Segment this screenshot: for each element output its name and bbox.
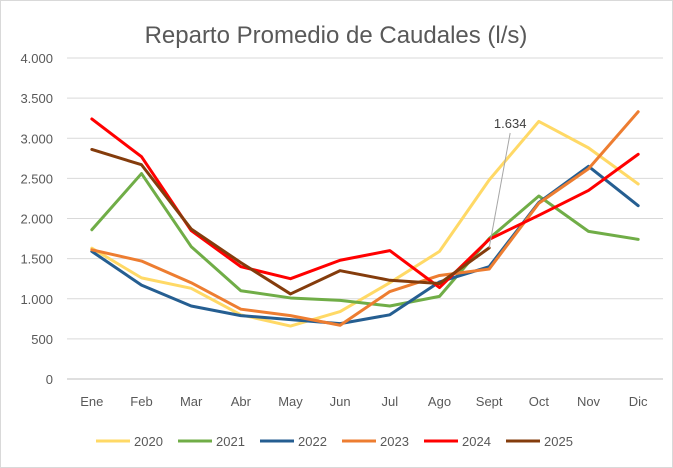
series-line-2024 xyxy=(90,117,640,290)
x-tick-label: Dic xyxy=(629,394,648,409)
y-tick-label: 4.000 xyxy=(20,51,53,66)
gridlines xyxy=(67,57,663,380)
x-tick-label: Jul xyxy=(382,394,399,409)
y-tick-label: 3.000 xyxy=(20,131,53,146)
x-tick-label: May xyxy=(278,394,303,409)
y-tick-label: 500 xyxy=(31,332,53,347)
annotations: 1.634 xyxy=(488,116,527,248)
y-tick-label: 2.000 xyxy=(20,212,53,227)
y-tick-label: 1.500 xyxy=(20,252,53,267)
y-tick-label: 2.500 xyxy=(20,171,53,186)
x-tick-label: Sept xyxy=(476,394,503,409)
series-line-2021 xyxy=(90,172,640,308)
series-line-2020 xyxy=(90,119,640,328)
x-tick-label: Oct xyxy=(529,394,550,409)
x-tick-label: Nov xyxy=(577,394,601,409)
legend-label-2021: 2021 xyxy=(216,434,245,449)
annotation-label: 1.634 xyxy=(494,116,527,131)
y-tick-label: 3.500 xyxy=(20,91,53,106)
annotation-leader-line xyxy=(488,132,511,248)
x-tick-label: Ene xyxy=(80,394,103,409)
chart-title: Reparto Promedio de Caudales (l/s) xyxy=(145,22,528,49)
series-line-2025 xyxy=(90,147,491,296)
x-tick-label: Abr xyxy=(231,394,252,409)
x-tick-label: Ago xyxy=(428,394,451,409)
legend-label-2020: 2020 xyxy=(134,434,163,449)
x-tick-label: Jun xyxy=(330,394,351,409)
legend-label-2024: 2024 xyxy=(462,434,491,449)
legend-label-2022: 2022 xyxy=(298,434,327,449)
series-lines xyxy=(90,110,640,328)
x-tick-label: Mar xyxy=(180,394,203,409)
y-axis-labels: 0 500 1.000 1.500 2.000 2.500 3.000 3.500 4.000 xyxy=(20,51,53,387)
legend-label-2023: 2023 xyxy=(380,434,409,449)
y-tick-label: 0 xyxy=(46,372,53,387)
legend-label-2025: 2025 xyxy=(544,434,573,449)
y-tick-label: 1.000 xyxy=(20,292,53,307)
series-line-2023 xyxy=(90,110,640,327)
legend: 2020 2021 2022 2023 2024 2025 xyxy=(96,434,573,449)
x-axis-labels: Ene Feb Mar Abr May Jun Jul Ago Sept Oct Nov Dic xyxy=(80,394,648,409)
x-tick-label: Feb xyxy=(130,394,152,409)
